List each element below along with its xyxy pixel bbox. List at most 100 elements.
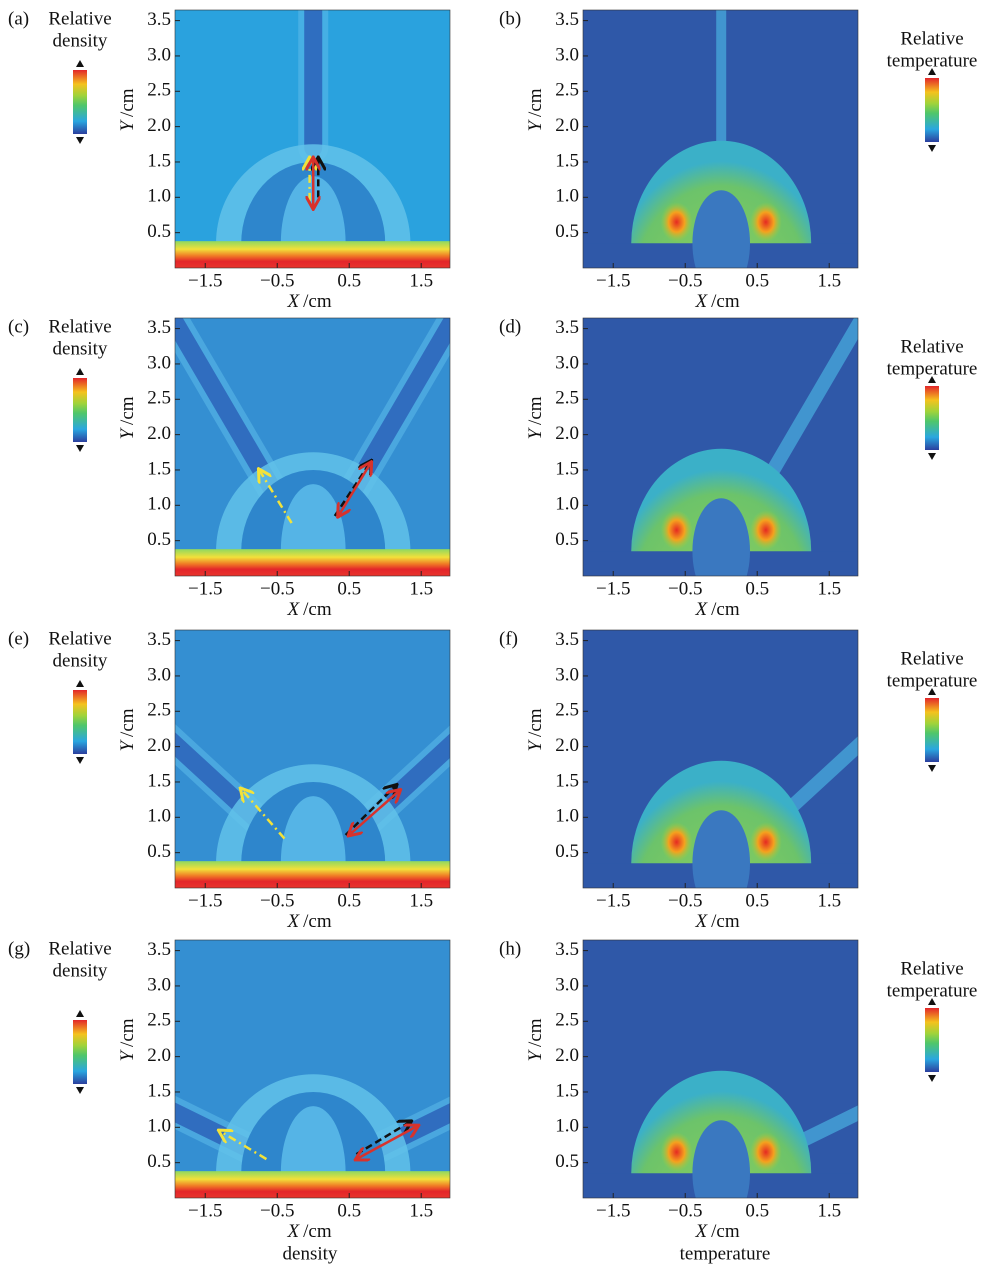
y-tick-label: 3.5	[555, 939, 579, 960]
x-tick-label: −0.5	[668, 578, 702, 599]
hot-spot	[660, 1132, 693, 1173]
panel: −1.5 −0.5 0.5 1.50.51.01.52.02.53.03.5X/cmY…	[8, 938, 451, 1242]
y-tick-label: 2.5	[555, 1010, 579, 1031]
panel: −1.5 −0.5 0.5 1.50.51.01.52.02.53.03.5X/cmY…	[499, 938, 977, 1242]
x-tick-label: 1.5	[409, 270, 433, 291]
x-axis-label: X/cm	[287, 291, 332, 312]
y-tick-label: 0.5	[555, 221, 579, 242]
y-tick-label: 2.5	[555, 80, 579, 101]
y-axis-var: Y	[117, 739, 138, 752]
y-tick-label: 2.5	[147, 700, 171, 721]
simulation-image	[175, 940, 450, 1198]
simulation-image	[583, 318, 858, 576]
x-axis-label: X/cm	[695, 1221, 740, 1242]
colorbar-arrow	[928, 688, 936, 695]
x-axis-label: X/cm	[287, 1221, 332, 1242]
plot-frame	[174, 629, 451, 889]
simulation-image	[175, 630, 450, 888]
y-tick-label: 1.5	[147, 1080, 171, 1101]
colorbar-arrow	[76, 1010, 84, 1017]
y-tick-label: 3.0	[147, 974, 171, 995]
x-axis-label: X/cm	[287, 911, 332, 932]
panel: −1.5 −0.5 0.5 1.50.51.01.52.02.53.03.5X/cmY…	[8, 8, 451, 312]
colorbar-arrow	[76, 60, 84, 67]
x-axis-unit: /cm	[711, 911, 740, 932]
x-tick-label: 0.5	[337, 578, 361, 599]
colorbar-arrow	[76, 368, 84, 375]
arrow	[338, 463, 370, 516]
inner-arch	[692, 498, 751, 576]
y-tick-label: 3.5	[147, 939, 171, 960]
plot-frame	[174, 9, 451, 269]
y-tick-label: 3.0	[147, 44, 171, 65]
y-axis-var: Y	[525, 427, 546, 440]
y-tick-label: 3.5	[555, 629, 579, 650]
ground-strip	[175, 1171, 450, 1198]
y-tick-label: 1.0	[555, 1116, 579, 1137]
colorbar-title: Relative	[900, 336, 963, 357]
y-tick-label: 1.0	[555, 186, 579, 207]
colorbar-title: Relative	[48, 628, 111, 649]
x-tick-label: −0.5	[668, 890, 702, 911]
x-axis-var: X	[287, 911, 301, 932]
x-axis-unit: /cm	[303, 911, 332, 932]
colorbar-arrow	[76, 445, 84, 452]
x-tick-label: −1.5	[596, 1200, 630, 1221]
y-tick-label: 1.5	[147, 150, 171, 171]
x-axis-var: X	[695, 1221, 709, 1242]
colorbar-arrow	[76, 1087, 84, 1094]
panel-label: (f)	[499, 628, 518, 649]
x-axis-unit: /cm	[711, 599, 740, 620]
colorbar-arrow	[928, 145, 936, 152]
y-axis-label: Y/cm	[525, 1018, 546, 1061]
colorbar-arrow	[928, 998, 936, 1005]
y-tick-label: 1.0	[147, 186, 171, 207]
x-tick-label: −1.5	[188, 270, 222, 291]
colorbar	[73, 70, 87, 134]
y-axis-var: Y	[117, 1049, 138, 1062]
panel: −1.5 −0.5 0.5 1.50.51.01.52.02.53.03.5X/cmY…	[8, 628, 451, 932]
colorbar	[925, 78, 939, 142]
colorbar-title: density	[53, 338, 108, 359]
y-tick-label: 1.5	[555, 458, 579, 479]
colorbar	[925, 698, 939, 762]
panel-label: (e)	[8, 628, 29, 649]
y-tick-label: 2.0	[147, 115, 171, 136]
x-tick-label: −0.5	[260, 270, 294, 291]
colorbar-arrow	[928, 453, 936, 460]
y-tick-label: 3.5	[147, 317, 171, 338]
y-axis-label: Y/cm	[117, 88, 138, 131]
x-tick-label: 0.5	[745, 270, 769, 291]
x-axis-label: X/cm	[695, 599, 740, 620]
hot-spot	[660, 202, 693, 243]
x-tick-label: −0.5	[260, 890, 294, 911]
y-tick-label: 1.5	[147, 770, 171, 791]
x-axis-label: X/cm	[695, 291, 740, 312]
y-tick-label: 1.5	[555, 150, 579, 171]
y-axis-var: Y	[117, 427, 138, 440]
simulation-image	[583, 630, 858, 888]
hot-spot	[749, 1132, 782, 1173]
simulation-image	[583, 10, 858, 268]
colorbar-title: density	[53, 650, 108, 671]
y-tick-label: 1.0	[555, 806, 579, 827]
y-tick-label: 0.5	[555, 529, 579, 550]
colorbar-title: Relative	[48, 938, 111, 959]
caption: density	[283, 1243, 338, 1264]
panel-label: (d)	[499, 316, 521, 337]
x-axis-label: X/cm	[695, 911, 740, 932]
x-tick-label: −0.5	[668, 270, 702, 291]
x-axis-var: X	[287, 599, 301, 620]
y-tick-label: 2.0	[555, 1045, 579, 1066]
y-tick-label: 0.5	[147, 529, 171, 550]
y-axis-label: Y/cm	[117, 708, 138, 751]
arrow	[259, 470, 293, 524]
x-axis-unit: /cm	[711, 291, 740, 312]
hot-spot	[749, 202, 782, 243]
plot-frame	[582, 9, 859, 269]
colorbar	[73, 690, 87, 754]
plot-frame	[582, 629, 859, 889]
y-tick-label: 3.5	[555, 9, 579, 30]
hot-spot	[660, 510, 693, 551]
y-tick-label: 1.5	[147, 458, 171, 479]
